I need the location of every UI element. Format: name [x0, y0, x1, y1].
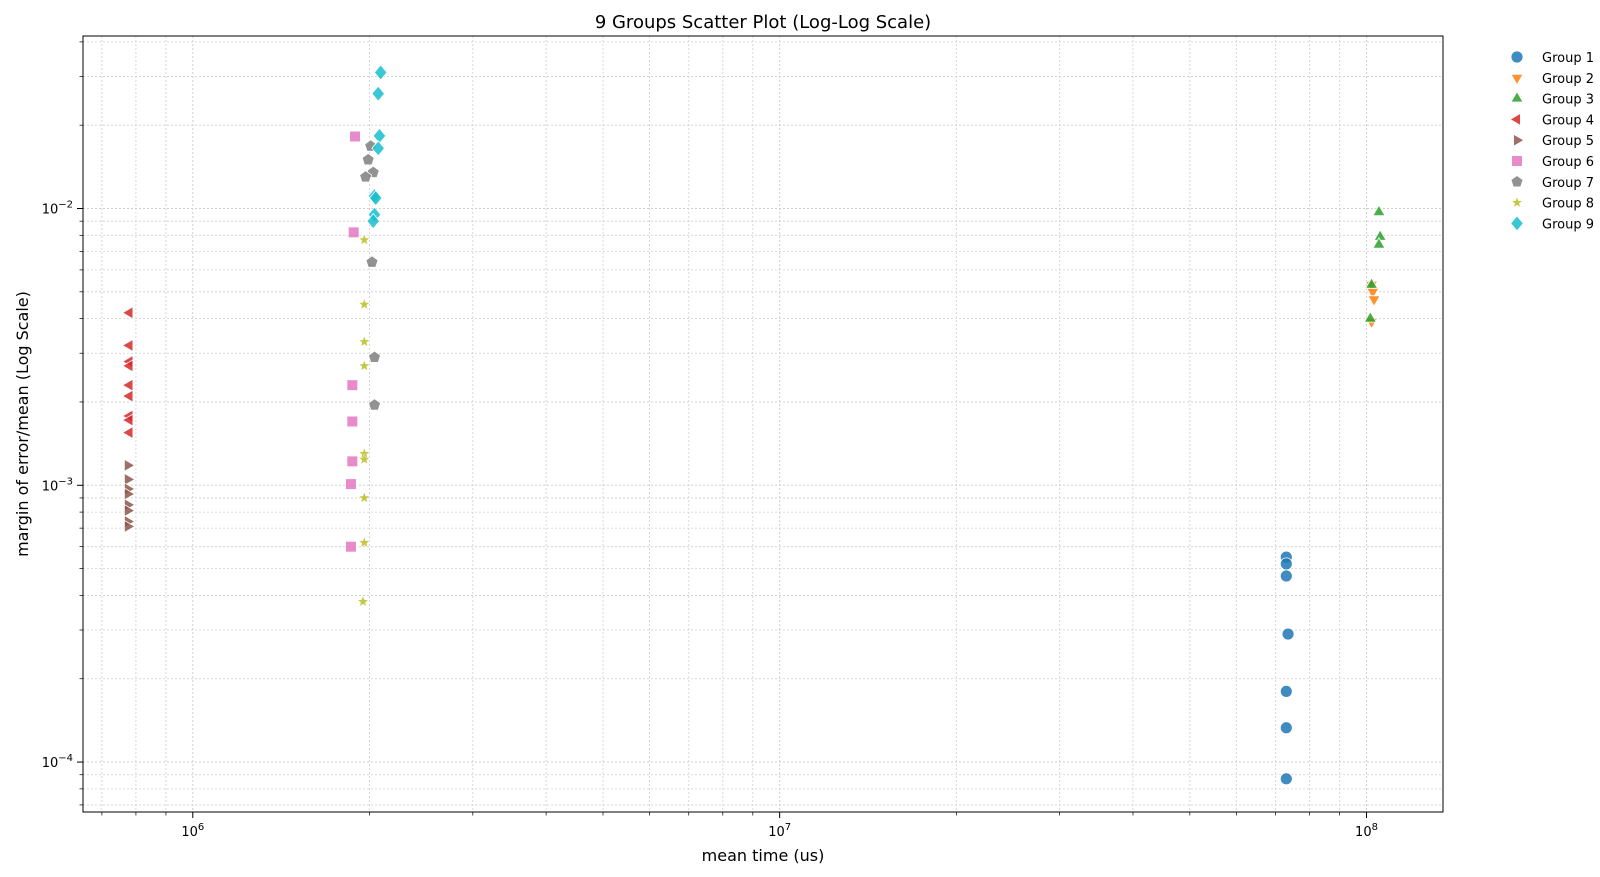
data-point [121, 306, 134, 320]
data-point [359, 170, 373, 183]
y-tick-label: 10−4 [42, 753, 73, 771]
legend-label: Group 5 [1542, 134, 1594, 149]
y-tick-label: 10−2 [42, 200, 73, 218]
series-9 [366, 64, 388, 230]
data-point [347, 226, 360, 239]
data-point [371, 140, 386, 157]
series-5 [123, 458, 136, 534]
y-tick-label: 10−3 [42, 476, 73, 494]
data-point [123, 458, 136, 473]
data-point [358, 491, 371, 504]
data-point [345, 478, 357, 490]
series-4 [121, 306, 134, 440]
data-point [1364, 277, 1379, 289]
data-point [346, 379, 359, 391]
data-point [121, 413, 134, 427]
data-point [1279, 685, 1293, 698]
axis-ticks: 106 107 108 10−4 10−3 10−2 [42, 41, 1378, 840]
legend-item: Group 3 [1510, 90, 1594, 108]
legend-marker [1510, 90, 1524, 103]
data-point [358, 233, 371, 245]
legend-label: Group 6 [1542, 155, 1594, 170]
legend-marker [1511, 196, 1523, 208]
legend-item: Group 1 [1510, 50, 1594, 66]
legend-label: Group 4 [1542, 113, 1594, 128]
data-point [346, 415, 359, 428]
data-point [121, 359, 134, 373]
legend-marker [1513, 133, 1525, 147]
series-3 [1363, 204, 1387, 323]
data-point [1372, 236, 1386, 249]
x-tick-label: 108 [1355, 822, 1378, 840]
data-point [1363, 310, 1377, 323]
plot-background [83, 36, 1443, 812]
legend-label: Group 1 [1542, 51, 1594, 66]
data-point [1279, 557, 1293, 571]
data-point [1367, 295, 1381, 307]
legend-label: Group 2 [1542, 72, 1594, 87]
legend-label: Group 8 [1542, 197, 1594, 212]
data-point [121, 338, 134, 353]
data-point [368, 190, 383, 207]
data-point [121, 378, 134, 392]
y-axis-label: margin of error/mean (Log Scale) [13, 291, 32, 557]
data-point [357, 595, 369, 607]
legend-item: Group 6 [1511, 155, 1594, 170]
data-point [358, 298, 371, 310]
data-point [346, 455, 359, 468]
legend-marker [1510, 175, 1524, 188]
data-point [361, 152, 375, 166]
data-point [123, 472, 136, 487]
data-point [1279, 721, 1293, 735]
legend-item: Group 8 [1511, 196, 1594, 212]
legend-marker [1511, 155, 1523, 167]
data-point [373, 64, 388, 81]
legend-item: Group 7 [1510, 175, 1594, 191]
legend-marker [1510, 73, 1524, 86]
series-8 [357, 233, 371, 607]
chart-title: 9 Groups Scatter Plot (Log-Log Scale) [595, 12, 931, 33]
legend-item: Group 5 [1513, 133, 1594, 149]
legend-item: Group 4 [1509, 112, 1594, 128]
x-axis-label: mean time (us) [702, 846, 825, 865]
data-point [1279, 569, 1293, 583]
data-point [349, 130, 361, 143]
data-point [123, 487, 136, 501]
data-point [358, 453, 371, 465]
legend-marker [1510, 215, 1524, 232]
legend-marker [1509, 112, 1521, 127]
data-point [345, 540, 357, 553]
data-point [1279, 772, 1293, 786]
data-point [121, 425, 134, 440]
legend-marker [1510, 50, 1524, 64]
legend: Group 1 Group 2 Group 3 Group 4 Group 5 Group… [1509, 50, 1594, 232]
legend-label: Group 3 [1542, 93, 1594, 108]
x-tick-label: 107 [768, 822, 791, 840]
data-point [368, 398, 381, 411]
data-point [371, 85, 386, 102]
data-point [123, 503, 136, 518]
legend-label: Group 9 [1542, 217, 1594, 232]
data-point [358, 335, 371, 347]
x-tick-label: 106 [181, 822, 204, 840]
series-1 [1279, 550, 1295, 786]
data-point [366, 213, 381, 230]
data-point [1281, 627, 1295, 641]
data-point [123, 519, 136, 534]
data-point [368, 350, 381, 363]
data-point [358, 536, 371, 548]
series-6 [345, 130, 361, 553]
data-point [358, 359, 371, 371]
grid-lines [83, 36, 1443, 812]
plot-frame [82, 35, 1444, 813]
legend-item: Group 9 [1510, 215, 1594, 232]
legend-label: Group 7 [1542, 176, 1594, 191]
legend-item: Group 2 [1510, 72, 1594, 87]
data-points [121, 64, 1387, 786]
data-point [365, 255, 379, 268]
data-point [121, 389, 134, 403]
series-7 [359, 139, 381, 411]
data-point [1372, 204, 1386, 217]
